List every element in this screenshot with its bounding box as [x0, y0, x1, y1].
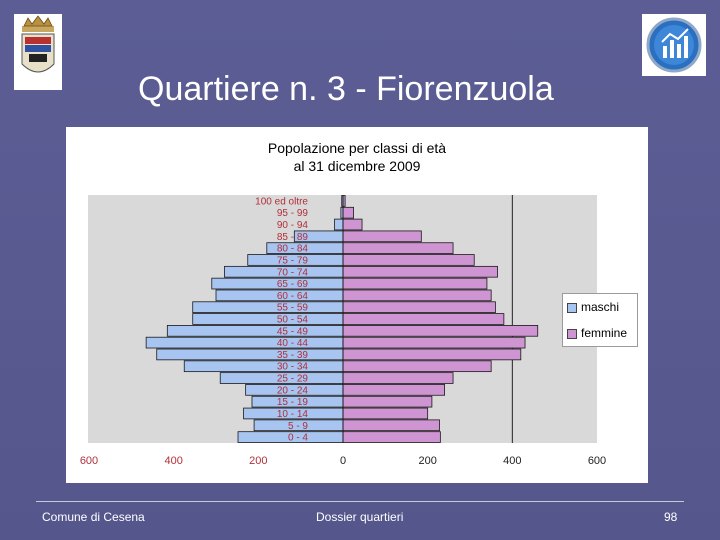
category-label: 50 - 54: [277, 315, 309, 326]
plot-area: [88, 195, 597, 443]
bar-maschi: [192, 313, 344, 325]
x-tick-label: 0: [340, 455, 346, 467]
legend-label-maschi: maschi: [581, 300, 620, 314]
x-tick-label: 600: [80, 455, 98, 467]
category-label: 65 - 69: [277, 279, 309, 290]
bar-maschi: [334, 218, 344, 231]
bar-maschi: [340, 206, 344, 219]
category-label: 5 - 9: [288, 421, 308, 432]
bar-maschi: [341, 195, 344, 207]
x-tick-label: 200: [249, 455, 267, 467]
x-tick-label: 200: [418, 455, 436, 467]
bar-femmine: [342, 336, 526, 349]
bar-maschi: [215, 289, 344, 302]
page-number: 98: [664, 510, 678, 524]
category-label: 60 - 64: [277, 291, 309, 302]
legend-swatch-femmine: [567, 328, 577, 339]
legend-item-femmine: femmine: [567, 326, 627, 340]
bar-maschi: [183, 360, 344, 373]
footer-divider: [36, 501, 684, 502]
category-label: 75 - 79: [277, 255, 309, 266]
bar-femmine: [342, 407, 429, 420]
category-label: 10 - 14: [277, 409, 309, 420]
category-label: 40 - 44: [277, 338, 309, 349]
bar-femmine: [342, 254, 475, 266]
bar-femmine: [342, 313, 505, 325]
chart-subtitle: al 31 dicembre 2009: [293, 158, 421, 174]
coat-of-arms-icon: [14, 14, 62, 90]
bar-maschi: [251, 395, 344, 408]
bar-maschi: [266, 242, 344, 254]
slide-title: Quartiere n. 3 - Fiorenzuola: [138, 70, 554, 108]
bar-femmine: [342, 277, 488, 290]
bar-femmine: [342, 360, 492, 373]
bar-maschi: [245, 384, 344, 396]
bar-femmine: [342, 265, 498, 278]
bar-femmine: [342, 325, 539, 337]
category-label: 20 - 24: [277, 385, 309, 396]
bar-femmine: [342, 195, 346, 207]
bar-maschi: [219, 372, 344, 384]
category-label: 70 - 74: [277, 267, 309, 278]
bar-maschi: [145, 336, 344, 349]
bar-maschi: [211, 277, 344, 290]
x-tick-label: 400: [164, 455, 182, 467]
category-label: 80 - 84: [277, 244, 309, 255]
footer-organization: Comune di Cesena: [42, 510, 145, 524]
bar-maschi: [247, 254, 344, 266]
bar-femmine: [342, 348, 522, 361]
legend-label-femmine: femmine: [581, 326, 628, 340]
category-label: 35 - 39: [277, 350, 309, 361]
bar-maschi: [253, 419, 344, 432]
chart-legend: maschi femmine: [562, 293, 638, 347]
bar-femmine: [342, 301, 496, 313]
bar-femmine: [342, 242, 454, 254]
category-label: 30 - 34: [277, 362, 309, 373]
bar-femmine: [342, 218, 363, 231]
category-label: 15 - 19: [277, 397, 309, 408]
bar-maschi: [243, 407, 344, 420]
bar-maschi: [192, 301, 344, 313]
bar-femmine: [342, 419, 440, 432]
bar-femmine: [342, 395, 433, 408]
x-tick-label: 400: [503, 455, 521, 467]
bar-femmine: [342, 206, 354, 219]
chart-panel: Popolazione per classi di età al 31 dice…: [66, 127, 648, 483]
category-label: 95 - 99: [277, 208, 309, 219]
chart-title: Popolazione per classi di età: [267, 140, 447, 156]
bar-maschi: [166, 325, 344, 337]
bar-femmine: [342, 289, 492, 302]
bar-maschi: [237, 431, 344, 443]
legend-item-maschi: maschi: [567, 300, 619, 314]
category-label: 0 - 4: [288, 433, 308, 444]
category-label: 25 - 29: [277, 374, 309, 385]
statistics-logo-icon: [642, 14, 706, 76]
bar-maschi: [156, 348, 344, 361]
footer-section: Dossier quartieri: [316, 510, 404, 524]
category-label: 85 - 89: [277, 232, 309, 243]
bar-femmine: [342, 384, 445, 396]
bar-femmine: [342, 431, 441, 443]
bar-femmine: [342, 372, 454, 384]
bar-femmine: [342, 230, 422, 243]
category-label: 55 - 59: [277, 303, 309, 314]
bar-maschi: [224, 265, 344, 278]
x-tick-label: 600: [588, 455, 606, 467]
bar-maschi: [293, 230, 344, 243]
category-label: 100 ed oltre: [255, 196, 308, 207]
legend-swatch-maschi: [567, 302, 577, 313]
category-label: 45 - 49: [277, 326, 309, 337]
category-label: 90 - 94: [277, 220, 309, 231]
